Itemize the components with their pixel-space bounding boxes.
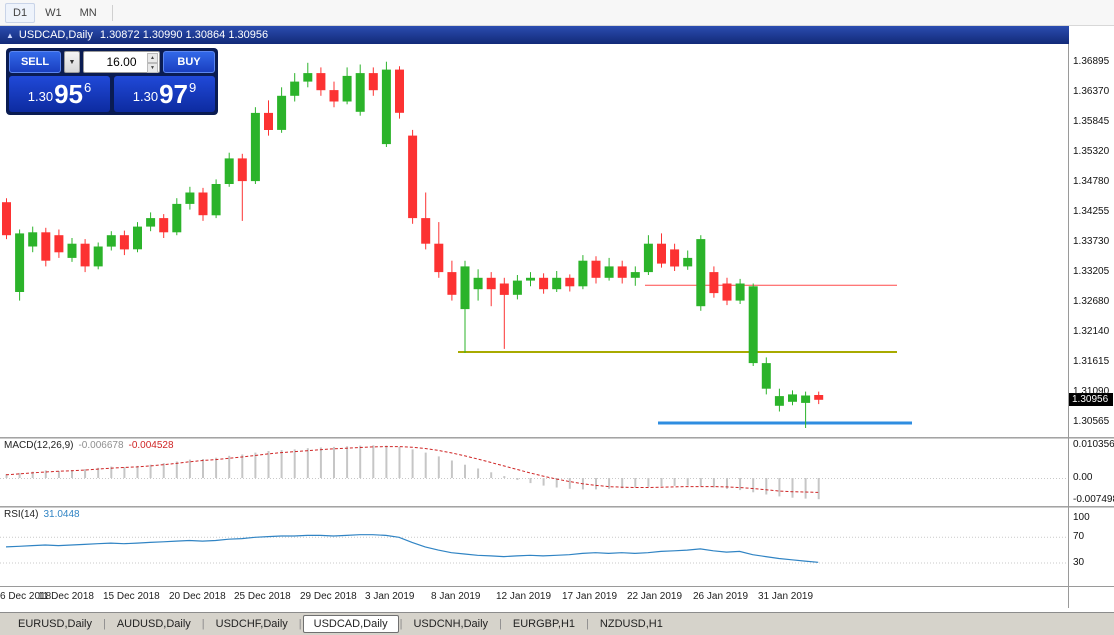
macd-histogram — [5, 445, 820, 500]
chart-window: ▲ USDCAD,Daily 1.30872 1.30990 1.30864 1.3… — [0, 26, 1114, 612]
candles-layer — [2, 61, 824, 428]
time-axis-label: 8 Jan 2019 — [431, 591, 481, 602]
volume-dropdown-button[interactable]: ▼ — [64, 51, 80, 73]
tab-separator: | — [102, 618, 106, 630]
macd-indicator-label: MACD(12,26,9) -0.006678 -0.004528 — [4, 440, 174, 451]
volume-step-up-button[interactable]: ▲ — [147, 53, 158, 63]
pane-separator[interactable] — [0, 506, 1114, 508]
rsi-scale-label: 70 — [1073, 531, 1085, 542]
time-axis-label: 25 Dec 2018 — [234, 591, 291, 602]
chart-symbol-period: USDCAD,Daily — [18, 29, 93, 41]
price-axis-label: 1.33730 — [1073, 236, 1110, 247]
pane-separator[interactable] — [0, 437, 1114, 439]
current-price-badge: 1.30956 — [1069, 393, 1113, 406]
timeframe-w1-button[interactable]: W1 — [45, 6, 62, 19]
time-axis-label: 26 Jan 2019 — [693, 591, 749, 602]
time-axis[interactable]: 6 Dec 2018 11 Dec 2018 15 Dec 2018 20 Dec 2… — [0, 587, 1114, 608]
one-click-trading-panel: SELL ▼ ▲ ▼ BUY 1.30 95 6 1.3 — [6, 48, 218, 115]
timeframe-mn-button[interactable]: MN — [79, 6, 97, 19]
volume-input[interactable] — [91, 54, 152, 70]
timeframe-toolbar: D1 W1 MN — [0, 0, 1114, 26]
price-axis-label: 1.36370 — [1073, 86, 1110, 97]
chart-tab-audusd[interactable]: AUDUSD,Daily — [116, 618, 191, 630]
price-axis-label: 1.34255 — [1073, 206, 1110, 217]
chart-tab-usdcnh[interactable]: USDCNH,Daily — [413, 618, 489, 630]
time-axis-label: 6 Dec 2018 — [0, 591, 52, 602]
time-axis-label: 22 Jan 2019 — [627, 591, 683, 602]
price-axis-label: 1.33205 — [1073, 266, 1110, 277]
macd-scale-label: -0.0074980 — [1073, 494, 1114, 505]
timeframe-d1-button[interactable]: D1 — [5, 2, 36, 23]
rsi-indicator-label: RSI(14) 31.0448 — [4, 509, 80, 520]
macd-main-value: -0.006678 — [78, 440, 124, 451]
time-axis-label: 11 Dec 2018 — [38, 591, 94, 602]
buy-price-pipette: 9 — [189, 80, 197, 95]
tab-separator: | — [586, 618, 589, 630]
sell-price-bigfigure: 1.30 — [27, 89, 54, 104]
chart-tab-bar: EURUSD,Daily | AUDUSD,Daily | USDCHF,Daily | U… — [0, 612, 1114, 635]
time-axis-label: 15 Dec 2018 — [103, 591, 160, 602]
tab-separator: | — [499, 618, 502, 630]
chart-tab-usdcad[interactable]: USDCAD,Daily — [302, 615, 399, 633]
macd-scale-label: 0.00 — [1073, 472, 1093, 483]
time-axis-label: 12 Jan 2019 — [496, 591, 552, 602]
toolbar-divider — [111, 4, 113, 21]
buy-price-display[interactable]: 1.30 97 9 — [114, 76, 215, 112]
chart-tab-eurgbp[interactable]: EURGBP,H1 — [512, 618, 576, 630]
rsi-name: RSI(14) — [4, 509, 39, 520]
price-axis-separator — [1068, 44, 1069, 608]
sell-price-display[interactable]: 1.30 95 6 — [9, 76, 110, 112]
price-axis-label: 1.36895 — [1073, 56, 1110, 67]
price-axis-label: 1.32680 — [1073, 296, 1110, 307]
chart-tab-usdchf[interactable]: USDCHF,Daily — [215, 618, 288, 630]
price-axis-label: 1.35320 — [1073, 146, 1110, 157]
rsi-scale-label: 30 — [1073, 557, 1085, 568]
macd-signal-line — [5, 446, 819, 493]
rsi-value: 31.0448 — [43, 509, 80, 520]
price-axis-label: 1.31615 — [1073, 356, 1110, 367]
price-axis-label: 1.35845 — [1073, 116, 1110, 127]
volume-stepper: ▲ ▼ — [147, 53, 158, 73]
macd-signal-value: -0.004528 — [128, 440, 174, 451]
sell-price-pips: 95 — [54, 79, 83, 109]
macd-scale-label: 0.0103565 — [1073, 439, 1114, 450]
volume-field: ▲ ▼ — [83, 51, 160, 73]
chart-tab-nzdusd[interactable]: NZDUSD,H1 — [599, 618, 663, 630]
buy-button[interactable]: BUY — [163, 51, 215, 73]
tab-separator: | — [298, 618, 302, 630]
time-axis-label: 29 Dec 2018 — [300, 591, 357, 602]
chart-ohlc-readout: 1.30872 1.30990 1.30864 1.30956 — [99, 29, 269, 41]
sell-price-pipette: 6 — [84, 80, 92, 95]
macd-indicator-pane: MACD(12,26,9) -0.006678 -0.004528 0.010356… — [0, 439, 1114, 506]
rsi-scale-label: 100 — [1073, 512, 1090, 523]
price-axis-label: 1.34780 — [1073, 176, 1110, 187]
sell-button[interactable]: SELL — [9, 51, 61, 73]
rsi-indicator-pane: RSI(14) 31.0448 100 70 30 — [0, 508, 1114, 586]
macd-name: MACD(12,26,9) — [4, 440, 74, 451]
time-axis-label: 17 Jan 2019 — [562, 591, 618, 602]
chart-tab-eurusd[interactable]: EURUSD,Daily — [18, 618, 92, 630]
chart-icon: ▲ — [6, 31, 14, 40]
tab-separator: | — [399, 618, 403, 630]
price-chart[interactable] — [0, 44, 1069, 437]
price-axis-label: 1.32140 — [1073, 326, 1110, 337]
pane-separator — [0, 586, 1114, 587]
chart-title-bar: ▲ USDCAD,Daily 1.30872 1.30990 1.30864 1.3… — [0, 26, 1069, 44]
time-axis-label: 3 Jan 2019 — [365, 591, 415, 602]
buy-price-pips: 97 — [159, 79, 188, 109]
volume-step-down-button[interactable]: ▼ — [147, 63, 158, 73]
price-axis-label: 1.30565 — [1073, 416, 1110, 427]
price-axis-label: 1.31090 — [1073, 386, 1110, 397]
macd-chart[interactable] — [0, 439, 1069, 506]
tab-separator: | — [201, 618, 205, 630]
buy-price-bigfigure: 1.30 — [132, 89, 159, 104]
time-axis-label: 31 Jan 2019 — [758, 591, 814, 602]
time-axis-label: 20 Dec 2018 — [169, 591, 226, 602]
rsi-line — [5, 534, 819, 563]
rsi-chart[interactable] — [0, 508, 1069, 586]
trendlines-layer — [458, 284, 912, 425]
